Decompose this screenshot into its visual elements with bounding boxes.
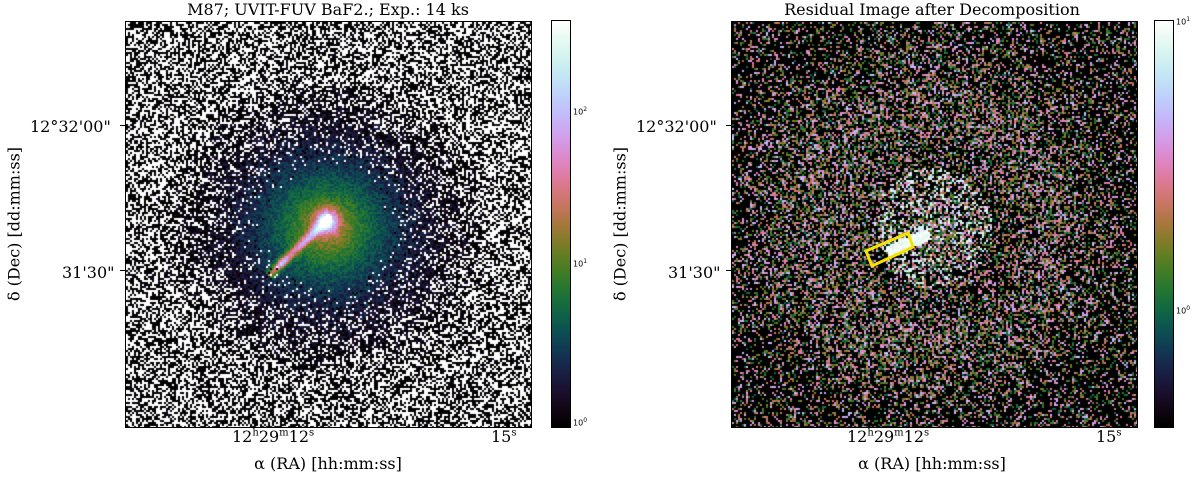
right-highlight-overlay — [864, 230, 915, 269]
right-title: Residual Image after Decomposition — [784, 0, 1080, 19]
left-panel: M87; UVIT-FUV BaF2.; Exp.: 14 ks 12°32'0… — [4, 0, 588, 473]
right-image-canvas — [732, 22, 1137, 427]
left-xtick-2: 15s — [491, 427, 517, 446]
left-ytick-1: 12°32'00" — [30, 117, 111, 136]
right-image — [731, 21, 1138, 428]
left-ylabel: δ (Dec) [dd:mm:ss] — [4, 146, 24, 302]
right-xtick-1: 12h29m12s — [847, 427, 930, 446]
left-xlabel: α (RA) [hh:mm:ss] — [254, 454, 402, 473]
left-image — [125, 21, 532, 428]
right-xlabel: α (RA) [hh:mm:ss] — [858, 454, 1006, 473]
left-colorbar — [551, 20, 571, 428]
right-ylabel: δ (Dec) [dd:mm:ss] — [610, 146, 630, 302]
left-image-canvas — [126, 22, 531, 427]
left-ytick-mark-1 — [120, 125, 125, 126]
right-panel: Residual Image after Decomposition 12°32… — [600, 0, 1200, 477]
jet-highlight-box — [864, 230, 915, 269]
right-cbtick-1: 101 — [1176, 16, 1191, 27]
right-ytick-2: 31'30" — [668, 263, 721, 282]
right-cbtick-2: 100 — [1176, 305, 1191, 316]
left-xtick-1: 12h29m12s — [232, 427, 315, 446]
left-title: M87; UVIT-FUV BaF2.; Exp.: 14 ks — [187, 0, 469, 19]
left-cbtick-2: 101 — [573, 258, 588, 269]
right-ytick-1: 12°32'00" — [636, 117, 717, 136]
right-ytick-mark-1 — [726, 125, 731, 126]
right-colorbar-gradient — [1155, 21, 1173, 427]
left-cbtick-1: 102 — [573, 106, 588, 117]
right-colorbar — [1154, 20, 1174, 428]
left-colorbar-gradient — [552, 21, 570, 427]
left-ytick-2: 31'30" — [62, 263, 115, 282]
right-ytick-mark-2 — [726, 270, 731, 271]
left-cbtick-3: 100 — [573, 417, 588, 428]
right-xtick-2: 15s — [1096, 427, 1122, 446]
left-ytick-mark-2 — [120, 270, 125, 271]
